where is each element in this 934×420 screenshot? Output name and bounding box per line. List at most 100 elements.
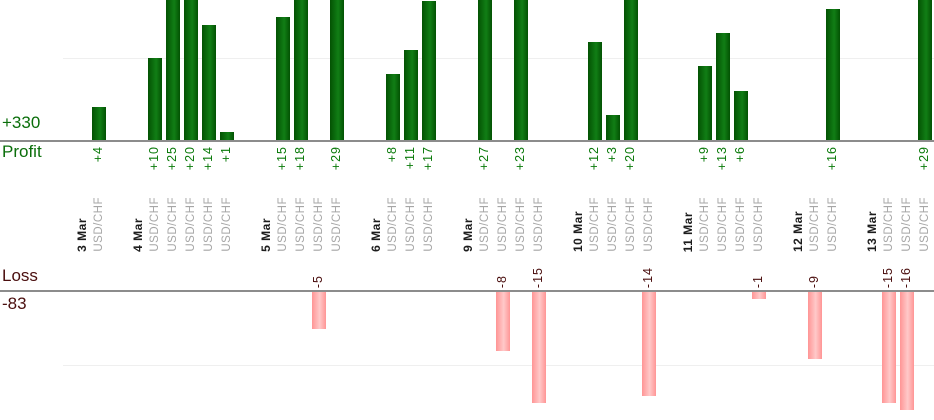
x-axis-date-label-text: 6 Mar <box>369 218 384 252</box>
x-axis-pair-label-text: USD/CHF <box>606 197 619 252</box>
x-axis-pair-label: USD/CHF <box>90 187 108 252</box>
x-axis-pair-label: USD/CHF <box>880 187 898 252</box>
x-axis-pair-label-text: USD/CHF <box>514 197 527 252</box>
profit-value-label: +10 <box>146 146 164 190</box>
profit-value-label-text: +4 <box>91 146 106 163</box>
x-axis-date-label: 6 Mar <box>369 187 385 252</box>
profit-value-label-text: +20 <box>623 146 638 171</box>
profit-bar <box>826 9 840 140</box>
profit-value-label-text: +16 <box>825 146 840 171</box>
profit-value-label: +13 <box>714 146 732 190</box>
profit-bar <box>276 17 290 140</box>
loss-bar <box>496 292 510 351</box>
x-axis-pair-label-text: USD/CHF <box>900 197 913 252</box>
profit-value-label: +4 <box>90 146 108 190</box>
x-axis-pair-label: USD/CHF <box>292 187 310 252</box>
profit-bar <box>624 0 638 140</box>
profit-value-label: +8 <box>384 146 402 190</box>
profit-bar <box>716 33 730 140</box>
x-axis-date-label: 11 Mar <box>681 187 697 252</box>
x-axis-pair-label: USD/CHF <box>200 187 218 252</box>
x-axis-date-label-text: 5 Mar <box>259 218 274 252</box>
x-axis-date-label: 13 Mar <box>865 187 881 252</box>
x-axis-pair-label-text: USD/CHF <box>642 197 655 252</box>
x-axis-pair-label-text: USD/CHF <box>184 197 197 252</box>
x-axis-pair-label-text: USD/CHF <box>404 197 417 252</box>
x-axis-pair-label: USD/CHF <box>714 187 732 252</box>
profit-value-label: +9 <box>696 146 714 190</box>
loss-value-label: -15 <box>880 246 898 288</box>
profit-bar <box>184 0 198 140</box>
profit-value-label-text: +1 <box>219 146 234 163</box>
x-axis-date-label: 3 Mar <box>75 187 91 252</box>
profit-value-label: +18 <box>292 146 310 190</box>
x-axis-pair-label-text: USD/CHF <box>532 197 545 252</box>
loss-value-label: -16 <box>898 246 916 288</box>
x-axis-pair-label: USD/CHF <box>586 187 604 252</box>
profit-bar <box>220 132 234 140</box>
loss-bar <box>642 292 656 396</box>
loss-gridline-minus10 <box>63 365 934 366</box>
profit-value-label-text: +18 <box>293 146 308 171</box>
x-axis-date-label: 10 Mar <box>571 187 587 252</box>
loss-value-label-text: -15 <box>881 266 896 288</box>
x-axis-pair-label: USD/CHF <box>604 187 622 252</box>
profit-value-label: +20 <box>182 146 200 190</box>
x-axis-date-label: 9 Mar <box>461 187 477 252</box>
x-axis-pair-label-text: USD/CHF <box>422 197 435 252</box>
profit-value-label: +20 <box>622 146 640 190</box>
x-axis-pair-label-text: USD/CHF <box>330 197 343 252</box>
profit-value-label-text: +9 <box>697 146 712 163</box>
x-axis-pair-label-text: USD/CHF <box>386 197 399 252</box>
x-axis-pair-label: USD/CHF <box>640 187 658 252</box>
profit-bar <box>918 0 932 140</box>
x-axis-pair-label-text: USD/CHF <box>478 197 491 252</box>
profit-value-label-text: +17 <box>421 146 436 171</box>
loss-value-label: -8 <box>494 246 512 288</box>
loss-value-label-text: -9 <box>807 274 822 288</box>
profit-bar <box>514 0 528 140</box>
x-axis-pair-label: USD/CHF <box>274 187 292 252</box>
x-axis-date-label: 4 Mar <box>131 187 147 252</box>
x-axis-pair-label-text: USD/CHF <box>918 197 931 252</box>
x-axis-date-label-text: 4 Mar <box>131 218 146 252</box>
loss-bar <box>752 292 766 299</box>
profit-gridline-plus10 <box>63 58 934 59</box>
profit-value-label-text: +13 <box>715 146 730 171</box>
profit-value-label: +14 <box>200 146 218 190</box>
loss-axis-line <box>0 290 934 292</box>
x-axis-pair-label: USD/CHF <box>420 187 438 252</box>
profit-value-label: +23 <box>512 146 530 190</box>
profit-value-label-text: +15 <box>275 146 290 171</box>
x-axis-date-label-text: 10 Mar <box>571 210 586 252</box>
profit-axis-label: Profit <box>2 142 42 161</box>
x-axis-pair-label: USD/CHF <box>182 187 200 252</box>
x-axis-pair-label-text: USD/CHF <box>202 197 215 252</box>
profit-bar <box>422 1 436 140</box>
loss-bar <box>882 292 896 403</box>
profit-value-label-text: +29 <box>329 146 344 171</box>
x-axis-pair-label: USD/CHF <box>916 187 934 252</box>
x-axis-pair-label: USD/CHF <box>402 187 420 252</box>
profit-bar <box>698 66 712 140</box>
profit-value-label: +29 <box>328 146 346 190</box>
profit-value-label: +6 <box>732 146 750 190</box>
x-axis-date-label-text: 11 Mar <box>681 211 696 252</box>
profit-value-label-text: +23 <box>513 146 528 171</box>
profit-bar <box>330 0 344 140</box>
x-axis-pair-label: USD/CHF <box>806 187 824 252</box>
profit-bar <box>294 0 308 140</box>
loss-value-label-text: -16 <box>899 266 914 288</box>
profit-bar <box>148 58 162 140</box>
x-axis-date-label: 12 Mar <box>791 187 807 252</box>
loss-value-label: -5 <box>310 246 328 288</box>
profit-value-label-text: +27 <box>477 146 492 171</box>
profit-bar <box>202 25 216 140</box>
x-axis-pair-label-text: USD/CHF <box>312 197 325 252</box>
profit-bar <box>734 91 748 140</box>
profit-value-label-text: +25 <box>165 146 180 171</box>
loss-total: -83 <box>2 294 27 313</box>
x-axis-pair-label: USD/CHF <box>898 187 916 252</box>
